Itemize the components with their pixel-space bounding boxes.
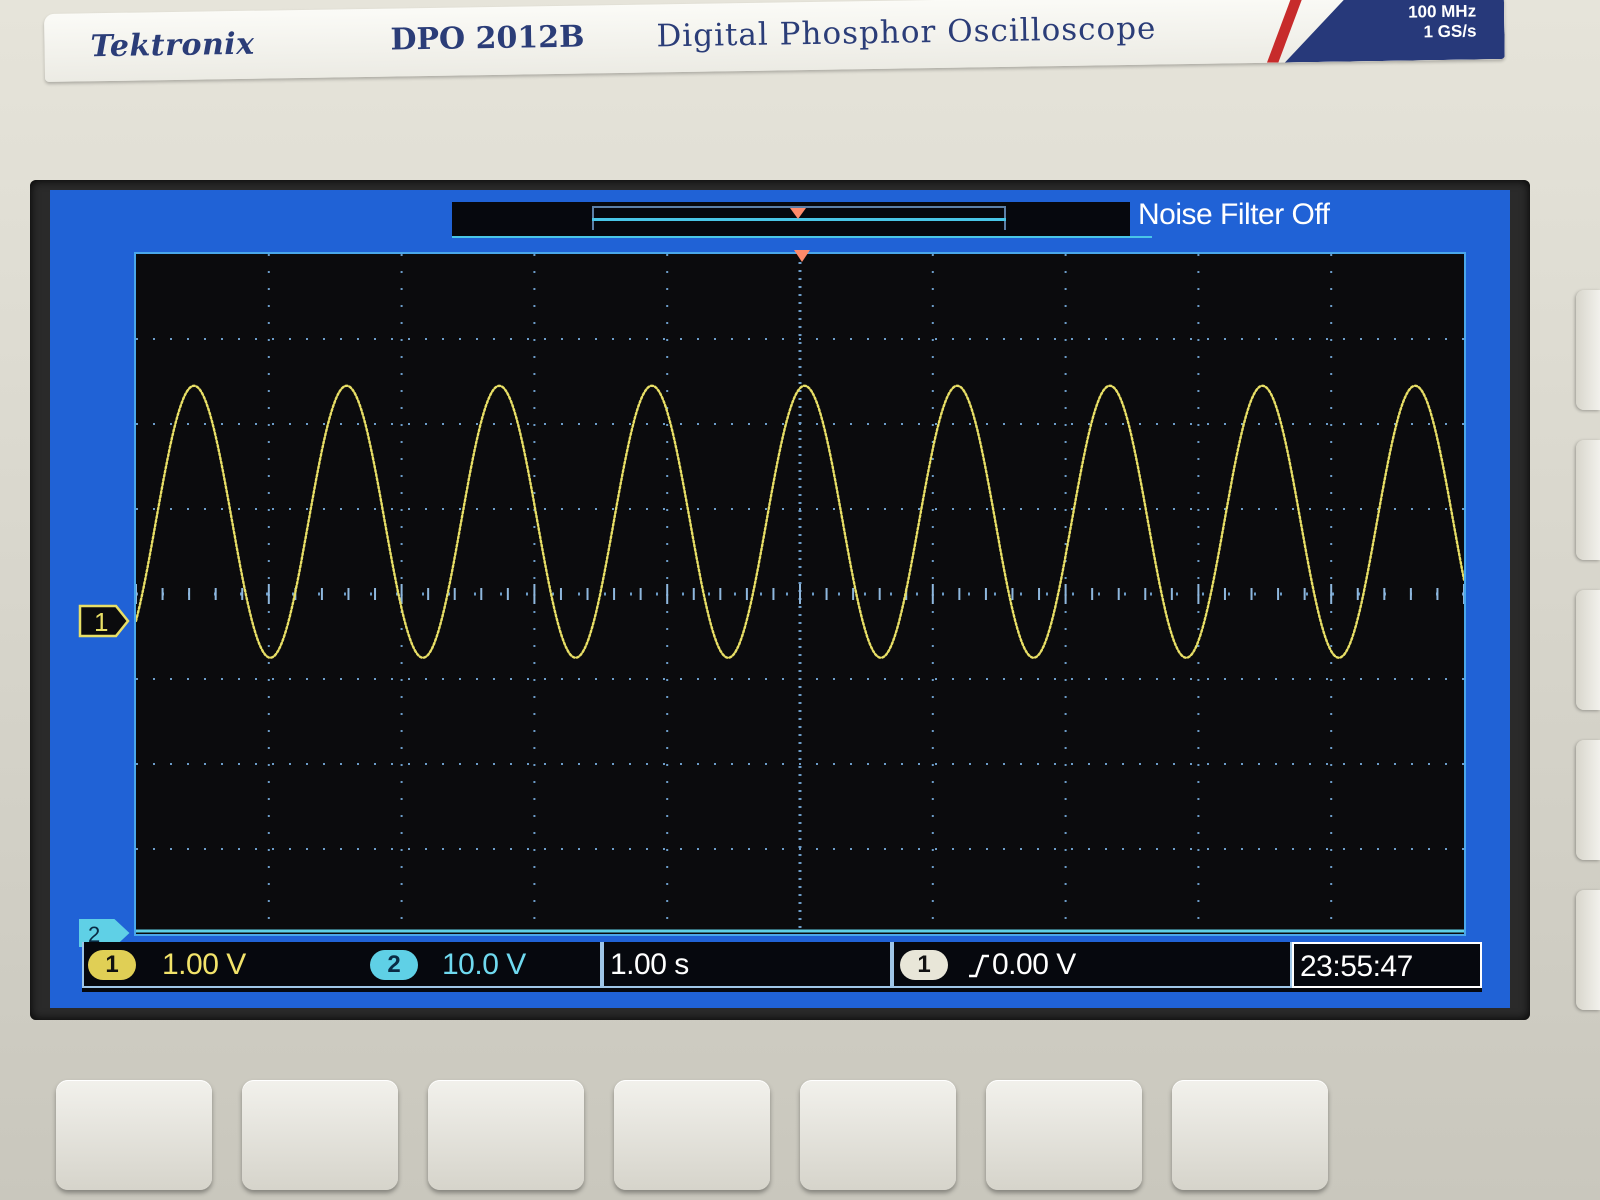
noise-filter-status: Noise Filter Off	[1130, 194, 1460, 236]
bottom-menu-button-1[interactable]	[56, 1080, 212, 1190]
clock-panel: 23:55:47	[1292, 942, 1482, 988]
record-line	[592, 218, 1006, 221]
brand-logo: Tektronix	[90, 26, 255, 65]
bottom-menu-buttons	[56, 1080, 1356, 1190]
top-status-bar: Noise Filter Off	[50, 190, 1510, 242]
side-menu-button-1[interactable]	[1576, 290, 1600, 410]
bottom-menu-button-2[interactable]	[242, 1080, 398, 1190]
noise-filter-label: Noise Filter Off	[1138, 198, 1330, 231]
bottom-menu-button-3[interactable]	[428, 1080, 584, 1190]
graticule-grid	[136, 254, 1464, 934]
rising-edge-icon	[969, 954, 989, 978]
ch2-marker-label: 2	[88, 922, 100, 947]
spec-text: 100 MHz 1 GS/s	[1408, 2, 1477, 43]
trigger-source-badge: 1	[900, 950, 948, 980]
record-view	[452, 202, 1152, 238]
vertical-readout-panel[interactable]: 1 1.00 V 2 10.0 V	[82, 942, 602, 988]
trigger-panel[interactable]: 1 0.00 V	[892, 942, 1292, 988]
ch2-scale-readout: 10.0 V	[442, 948, 526, 981]
waveform-graticule	[136, 254, 1464, 934]
bottom-menu-button-5[interactable]	[800, 1080, 956, 1190]
waveform-plot[interactable]	[134, 250, 1466, 936]
bottom-menu-button-6[interactable]	[986, 1080, 1142, 1190]
side-menu-button-5[interactable]	[1576, 890, 1600, 1010]
timebase-panel[interactable]: 1.00 s	[602, 942, 892, 988]
side-menu-button-4[interactable]	[1576, 740, 1600, 860]
bandwidth-label: 100 MHz	[1407, 1, 1477, 22]
channel-marker-rail: 1	[50, 242, 134, 932]
ch1-scale-readout: 1.00 V	[162, 948, 246, 981]
sample-rate-label: 1 GS/s	[1423, 21, 1477, 42]
display-screen: Noise Filter Off 1 2 1 1.00 V 2 10.0 V 1…	[50, 190, 1510, 1008]
ch2-ground-marker[interactable]: 2	[78, 918, 130, 948]
ch1-ground-marker[interactable]: 1	[78, 604, 130, 638]
bottom-readout-bar: 1 1.00 V 2 10.0 V 1.00 s 1 0.00 V 23:55:…	[82, 942, 1482, 992]
trigger-position-marker	[790, 208, 806, 219]
trigger-position-marker-plot	[794, 250, 810, 262]
model-number: DPO 2012B	[390, 19, 585, 58]
clock-readout: 23:55:47	[1300, 950, 1413, 983]
ch2-badge[interactable]: 2	[370, 950, 418, 980]
trigger-level-readout: 0.00 V	[992, 948, 1076, 981]
bottom-menu-button-4[interactable]	[614, 1080, 770, 1190]
side-menu-button-2[interactable]	[1576, 440, 1600, 560]
bottom-menu-button-7[interactable]	[1172, 1080, 1328, 1190]
ch1-badge[interactable]: 1	[88, 950, 136, 980]
timebase-readout: 1.00 s	[610, 948, 689, 981]
side-menu-button-3[interactable]	[1576, 590, 1600, 710]
ch1-marker-label: 1	[94, 607, 108, 637]
model-description: Digital Phosphor Oscilloscope	[656, 10, 1157, 55]
ch1-waveform-trace	[136, 384, 1464, 659]
